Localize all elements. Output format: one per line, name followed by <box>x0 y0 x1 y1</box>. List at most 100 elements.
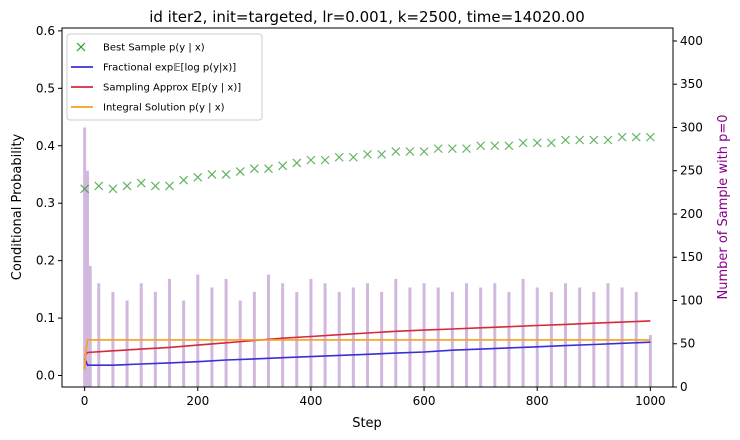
bar <box>281 283 285 387</box>
bar <box>521 278 525 387</box>
scatter-point <box>645 132 655 142</box>
legend-marker <box>76 42 86 52</box>
y2-axis: 0 50 100 150 200 250 300 350 400 <box>673 34 703 394</box>
x-tick-label: 1000 <box>635 394 666 408</box>
bar <box>238 300 242 387</box>
series-line <box>84 320 651 356</box>
scatter-point <box>150 181 160 191</box>
y2-tick-label: 200 <box>680 207 703 221</box>
bar <box>83 127 87 387</box>
y2-tick-label: 250 <box>680 164 703 178</box>
scatter-point <box>617 132 627 142</box>
series-line <box>83 341 651 366</box>
scatter-point <box>504 141 514 151</box>
y2-tick-label: 0 <box>680 380 688 394</box>
scatter-point <box>179 175 189 185</box>
scatter-point <box>603 135 613 145</box>
scatter-point <box>377 149 387 159</box>
scatter-point <box>518 138 528 148</box>
chart-title: id iter2, init=targeted, lr=0.001, k=250… <box>149 8 585 26</box>
scatter-point <box>165 181 174 191</box>
bar <box>266 274 270 387</box>
scatter-point <box>94 181 104 191</box>
scatter-point <box>320 155 330 165</box>
y2-tick-label: 50 <box>680 337 695 351</box>
scatter-point <box>221 170 231 179</box>
scatter-point <box>561 135 570 145</box>
y-tick-label: 0.5 <box>36 81 55 95</box>
y-tick-label: 0.0 <box>36 369 55 383</box>
scatter-point <box>462 144 471 154</box>
bar <box>167 278 171 387</box>
scatter-point <box>419 147 429 156</box>
legend-label: Fractional exp𝔼[log p(y|x)] <box>103 63 236 74</box>
bar <box>88 265 92 387</box>
scatter-point <box>447 144 457 154</box>
scatter-point <box>363 149 372 159</box>
scatter-point <box>575 135 585 145</box>
scatter-point <box>433 144 443 154</box>
bar <box>436 287 440 387</box>
y-axis-label: Conditional Probability <box>10 133 25 280</box>
x-tick-label: 800 <box>526 394 549 408</box>
scatter-series <box>80 132 655 194</box>
bar <box>224 278 228 387</box>
x-tick-label: 600 <box>413 394 436 408</box>
bar <box>535 287 539 387</box>
x-tick-label: 200 <box>186 394 209 408</box>
bar <box>493 283 497 387</box>
y-tick-label: 0.2 <box>36 254 55 268</box>
y2-tick-label: 100 <box>680 293 703 307</box>
y-tick-label: 0.4 <box>36 139 55 153</box>
scatter-point <box>476 141 486 151</box>
scatter-point <box>405 147 415 156</box>
x-axis: 0 200 400 600 800 1000 <box>81 387 666 408</box>
scatter-point <box>631 132 641 142</box>
x-tick-label: 400 <box>299 394 322 408</box>
scatter-point <box>589 135 599 145</box>
scatter-point <box>235 167 245 177</box>
scatter-point <box>136 178 146 188</box>
x-tick-label: 0 <box>81 394 89 408</box>
bar <box>366 283 369 387</box>
scatter-point <box>80 184 90 194</box>
x-axis-label: Step <box>352 416 382 431</box>
scatter-point <box>264 164 273 174</box>
scatter-point <box>348 152 358 162</box>
scatter-point <box>122 181 132 191</box>
bar <box>196 274 200 387</box>
scatter-point <box>532 138 542 148</box>
y-tick-label: 0.1 <box>36 311 55 325</box>
bar <box>210 287 214 387</box>
bar <box>479 287 483 387</box>
legend-label: Integral Solution p(y | x) <box>103 103 225 114</box>
scatter-point <box>306 155 316 165</box>
bar <box>422 283 426 387</box>
y2-axis-label: Number of Sample with p=0 <box>716 114 731 299</box>
y2-tick-label: 150 <box>680 250 703 264</box>
bar <box>351 287 355 387</box>
scatter-point <box>546 138 556 148</box>
y2-tick-label: 400 <box>680 34 703 48</box>
scatter-point <box>193 172 203 182</box>
y-axis: 0.0 0.1 0.2 0.3 0.4 0.5 0.6 <box>36 24 62 383</box>
bar <box>564 283 568 387</box>
legend-box <box>66 33 263 121</box>
legend: Best Sample p(y | x) Fractional exp𝔼[log … <box>66 33 263 121</box>
scatter-point <box>108 184 118 194</box>
bar <box>309 278 313 387</box>
bar <box>408 287 412 387</box>
scatter-point <box>334 152 344 162</box>
scatter-point <box>490 141 500 151</box>
bar <box>394 278 398 387</box>
plot-frame <box>61 27 674 388</box>
bar <box>125 300 129 387</box>
y2-tick-label: 350 <box>680 77 703 91</box>
bar <box>578 287 582 387</box>
bar <box>97 283 101 387</box>
scatter-point <box>391 147 401 156</box>
bar <box>606 283 610 387</box>
scatter-point <box>278 161 288 171</box>
bar <box>648 335 652 387</box>
